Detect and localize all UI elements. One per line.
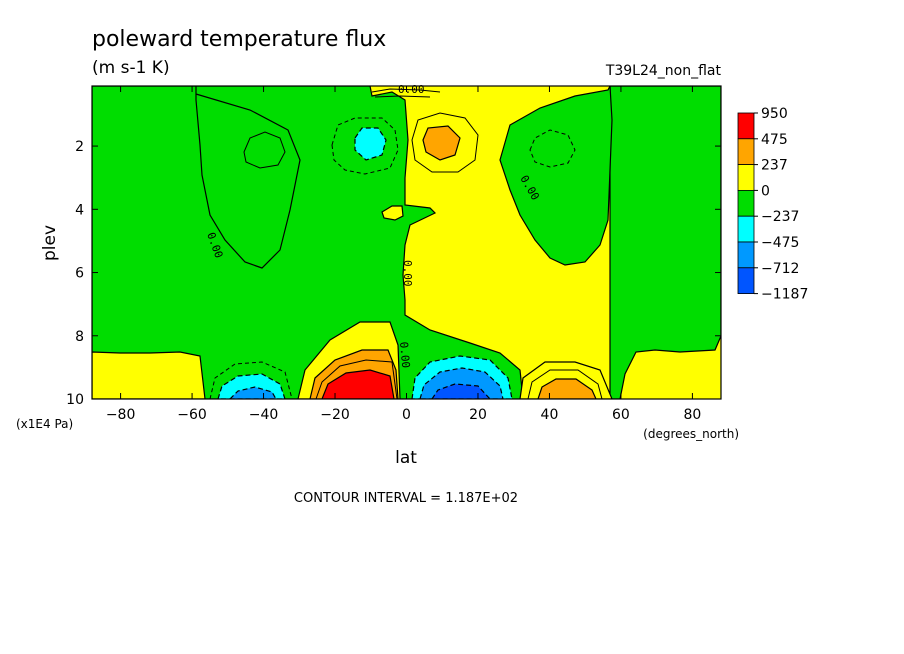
y-tick-label: 2 bbox=[75, 139, 84, 155]
colorbar-swatch bbox=[737, 164, 755, 191]
x-tick-label: −80 bbox=[106, 407, 136, 423]
colorbar-label: −475 bbox=[761, 235, 799, 251]
x-axis-label: lat bbox=[395, 448, 417, 468]
y-axis: 2 4 6 8 10 bbox=[66, 139, 721, 408]
contour-label: 0.00 bbox=[401, 260, 414, 287]
chart-units: (m s-1 K) bbox=[92, 58, 170, 78]
x-axis: −80 −60 −40 −20 0 20 40 60 80 bbox=[106, 86, 701, 423]
colorbar-label: −1187 bbox=[761, 287, 808, 303]
x-tick-label: −20 bbox=[320, 407, 350, 423]
x-tick-label: 0 bbox=[402, 407, 411, 423]
region-negative-east bbox=[609, 86, 721, 399]
cell-upper-positive-ring bbox=[411, 112, 479, 173]
region-positive-bubble bbox=[381, 205, 404, 221]
cell-upper-negative-fill bbox=[354, 127, 387, 161]
plot-area bbox=[92, 86, 721, 399]
y-axis-label: plev bbox=[40, 225, 60, 261]
x-tick-label: 60 bbox=[612, 407, 630, 423]
y-tick-label: 4 bbox=[75, 202, 84, 218]
colorbar-label: −712 bbox=[761, 261, 799, 277]
colorbar-swatch bbox=[737, 138, 755, 166]
colorbar-swatch bbox=[737, 215, 755, 243]
x-tick-label: 80 bbox=[683, 407, 701, 423]
y-tick-label: 6 bbox=[75, 266, 84, 282]
colorbar-swatch bbox=[737, 189, 755, 217]
ring-nh-upper bbox=[529, 129, 576, 168]
cell-upper-positive-fill bbox=[422, 125, 461, 161]
top-strip bbox=[371, 88, 441, 98]
ring-sh-upper bbox=[243, 131, 286, 169]
x-tick-label: −60 bbox=[177, 407, 207, 423]
region-positive-south-surface bbox=[92, 351, 206, 399]
colorbar-swatch bbox=[737, 241, 755, 269]
y-tick-label: 8 bbox=[75, 329, 84, 345]
y-tick-label: 10 bbox=[66, 392, 84, 408]
y-units: (x1E4 Pa) bbox=[16, 417, 73, 431]
region-negative-east-tongue bbox=[499, 86, 613, 266]
cell-sh-positive bbox=[309, 349, 399, 399]
cell-nh-positive bbox=[527, 369, 603, 399]
colorbar: 950 475 237 0 −237 −475 −712 −1187 bbox=[737, 106, 808, 303]
chart-title: poleward temperature flux bbox=[92, 27, 386, 52]
colorbar-label: 0 bbox=[761, 183, 770, 199]
cell-sh-negative bbox=[209, 361, 293, 399]
x-tick-label: 40 bbox=[541, 407, 559, 423]
colorbar-label: 475 bbox=[761, 132, 788, 148]
x-units: (degrees_north) bbox=[643, 427, 739, 441]
x-tick-label: 20 bbox=[469, 407, 487, 423]
colorbar-swatch bbox=[737, 267, 755, 294]
cell-nh-negative bbox=[411, 355, 513, 399]
run-label: T39L24_non_flat bbox=[605, 63, 722, 79]
contour-label: 0.00 bbox=[397, 341, 412, 369]
contour-label: 0.00 bbox=[398, 83, 425, 96]
colorbar-label: 237 bbox=[761, 158, 788, 174]
contour-interval: CONTOUR INTERVAL = 1.187E+02 bbox=[294, 491, 518, 506]
colorbar-label: 950 bbox=[761, 106, 788, 122]
colorbar-label: −237 bbox=[761, 209, 799, 225]
colorbar-swatch bbox=[737, 112, 755, 140]
region-negative-west bbox=[92, 86, 524, 399]
x-tick-label: −40 bbox=[249, 407, 279, 423]
